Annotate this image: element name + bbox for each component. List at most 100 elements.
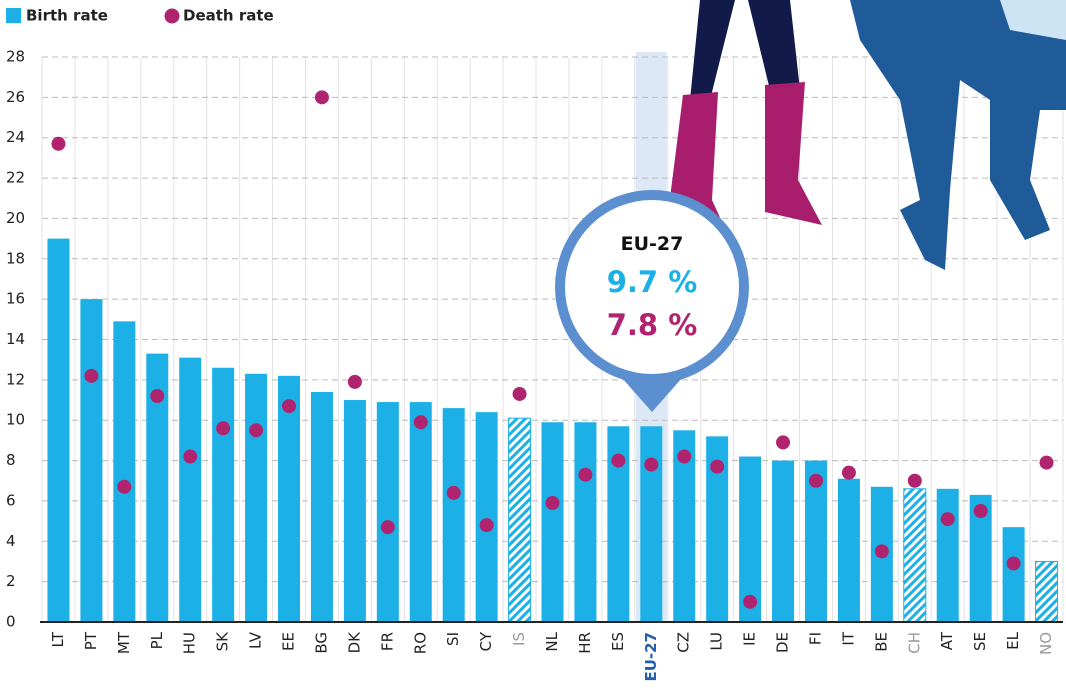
x-tick-label: BG [312,632,330,654]
y-tick-label: 12 [6,370,25,388]
death-dot [150,389,164,403]
death-dot [381,520,395,534]
x-tick-label: DK [345,631,363,654]
bar [937,489,959,622]
death-dot [447,486,461,500]
bar [410,402,432,622]
death-dot [315,90,329,104]
x-tick-label: LV [247,631,265,649]
x-tick-label: IS [510,632,528,646]
legend-swatch [165,9,180,24]
y-tick-label: 2 [6,572,16,590]
bar [179,358,201,622]
x-tick-label: EE [280,632,298,651]
bar [1003,527,1025,622]
x-tick-label: SK [214,631,232,652]
death-dot [743,595,757,609]
bar [542,422,564,622]
x-tick-label: SI [444,632,462,646]
x-tick-label: PT [82,631,100,650]
x-tick-label: PL [148,631,166,649]
x-tick-label: NL [543,631,561,651]
x-tick-label: EU-27 [642,632,660,682]
death-dot [677,450,691,464]
death-dot [249,423,263,437]
death-dot [776,435,790,449]
y-tick-label: 10 [6,411,25,429]
death-dot [282,399,296,413]
death-dot [941,512,955,526]
x-tick-label: BE [872,632,890,652]
y-tick-label: 28 [6,48,25,66]
legend: Birth rate Death rate [6,7,274,25]
x-tick-label: SE [971,632,989,651]
death-dot [546,496,560,510]
death-dot [1040,456,1054,470]
death-dot [578,468,592,482]
y-tick-label: 6 [6,491,16,509]
x-tick-label: CZ [675,632,693,653]
bar [509,418,531,622]
bar [904,489,926,622]
death-dot [348,375,362,389]
callout-birth: 9.7 % [607,265,698,299]
chart: 0246810121416182022242628 LTPTMTPLHUSKLV… [0,0,1066,696]
bar [640,426,662,622]
y-tick-label: 8 [6,451,16,469]
death-dot [974,504,988,518]
bar [344,400,366,622]
x-tick-label: IT [839,631,857,645]
x-tick-label: ES [609,632,627,651]
x-tick-label: MT [115,631,133,654]
y-tick-label: 24 [6,128,25,146]
bar [476,412,498,622]
y-tick-label: 16 [6,290,25,308]
y-tick-label: 22 [6,169,25,187]
y-tick-label: 18 [6,249,25,267]
y-tick-label: 0 [6,613,16,631]
death-dot [513,387,527,401]
callout-title: EU-27 [621,233,684,255]
bar [838,479,860,622]
x-tick-label: FI [806,632,824,645]
x-tick-label: DE [774,632,792,653]
death-dot [842,466,856,480]
x-tick-label: LU [708,632,726,651]
x-tick-label: LT [49,631,67,647]
death-dot [117,480,131,494]
x-tick-label: FR [378,632,396,651]
death-dot [875,544,889,558]
x-tick-label: CY [477,631,495,651]
x-tick-label: IE [741,632,759,646]
death-dot [480,518,494,532]
legend-swatch [6,8,21,23]
death-dot [809,474,823,488]
y-tick-label: 4 [6,532,16,550]
bar [245,374,267,622]
death-dot [414,415,428,429]
bar [311,392,333,622]
death-dot [710,460,724,474]
y-tick-label: 14 [6,330,25,348]
y-tick-label: 26 [6,88,25,106]
x-tick-label: CH [905,632,923,654]
bar [1036,561,1058,622]
bar [47,239,69,622]
x-tick-label: HR [576,632,594,654]
bar [80,299,102,622]
x-tick-label: EL [1004,631,1022,649]
x-tick-label: HU [181,632,199,654]
death-dot [216,421,230,435]
death-dot [51,137,65,151]
bar [574,422,596,622]
death-dot [84,369,98,383]
death-dot [644,458,658,472]
y-tick-label: 20 [6,209,25,227]
x-tick-label: NO [1037,632,1055,655]
legend-label: Death rate [183,7,274,25]
death-dot [908,474,922,488]
bar [772,461,794,622]
death-dot [611,454,625,468]
legend-label: Birth rate [26,7,108,25]
